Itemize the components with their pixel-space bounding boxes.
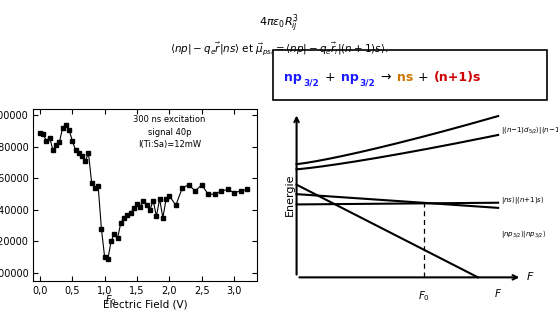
Text: $F_0$: $F_0$	[105, 293, 117, 307]
Text: 3/2: 3/2	[304, 79, 319, 88]
Text: 300 ns excitation
signal 40p
I(Ti:Sa)=12mW: 300 ns excitation signal 40p I(Ti:Sa)=12…	[133, 115, 205, 149]
Text: Energie: Energie	[285, 174, 295, 216]
Text: F: F	[495, 290, 501, 300]
Text: $4\pi\varepsilon_0 R^3_{ij}$: $4\pi\varepsilon_0 R^3_{ij}$	[259, 12, 299, 35]
Text: (n+1)s: (n+1)s	[434, 71, 482, 84]
Text: $|np_{3/2}\rangle|np_{3/2}\rangle$: $|np_{3/2}\rangle|np_{3/2}\rangle$	[501, 228, 546, 241]
Text: +: +	[321, 71, 339, 84]
Text: →: →	[377, 71, 395, 84]
Text: $|ns\rangle|(n{+}1)s\rangle$: $|ns\rangle|(n{+}1)s\rangle$	[501, 194, 544, 206]
Text: np: np	[340, 71, 358, 84]
Text: +: +	[414, 71, 433, 84]
Text: $F_0$: $F_0$	[418, 290, 430, 303]
Text: 3/2: 3/2	[360, 79, 376, 88]
X-axis label: Electric Field (V): Electric Field (V)	[103, 300, 187, 310]
Text: $\langle np| - q_e\vec{r}|ns\rangle$ et $\vec{\mu}_{ps\prime} = \langle np| - q_: $\langle np| - q_e\vec{r}|ns\rangle$ et …	[170, 41, 388, 57]
Text: $|(n{-}1)d_{5/2}\rangle|(n{-}1)d_{3/2}\rangle$: $|(n{-}1)d_{5/2}\rangle|(n{-}1)d_{3/2}\r…	[501, 124, 558, 136]
Text: F: F	[527, 272, 533, 282]
Text: np: np	[285, 71, 302, 84]
Text: ns: ns	[397, 71, 413, 84]
